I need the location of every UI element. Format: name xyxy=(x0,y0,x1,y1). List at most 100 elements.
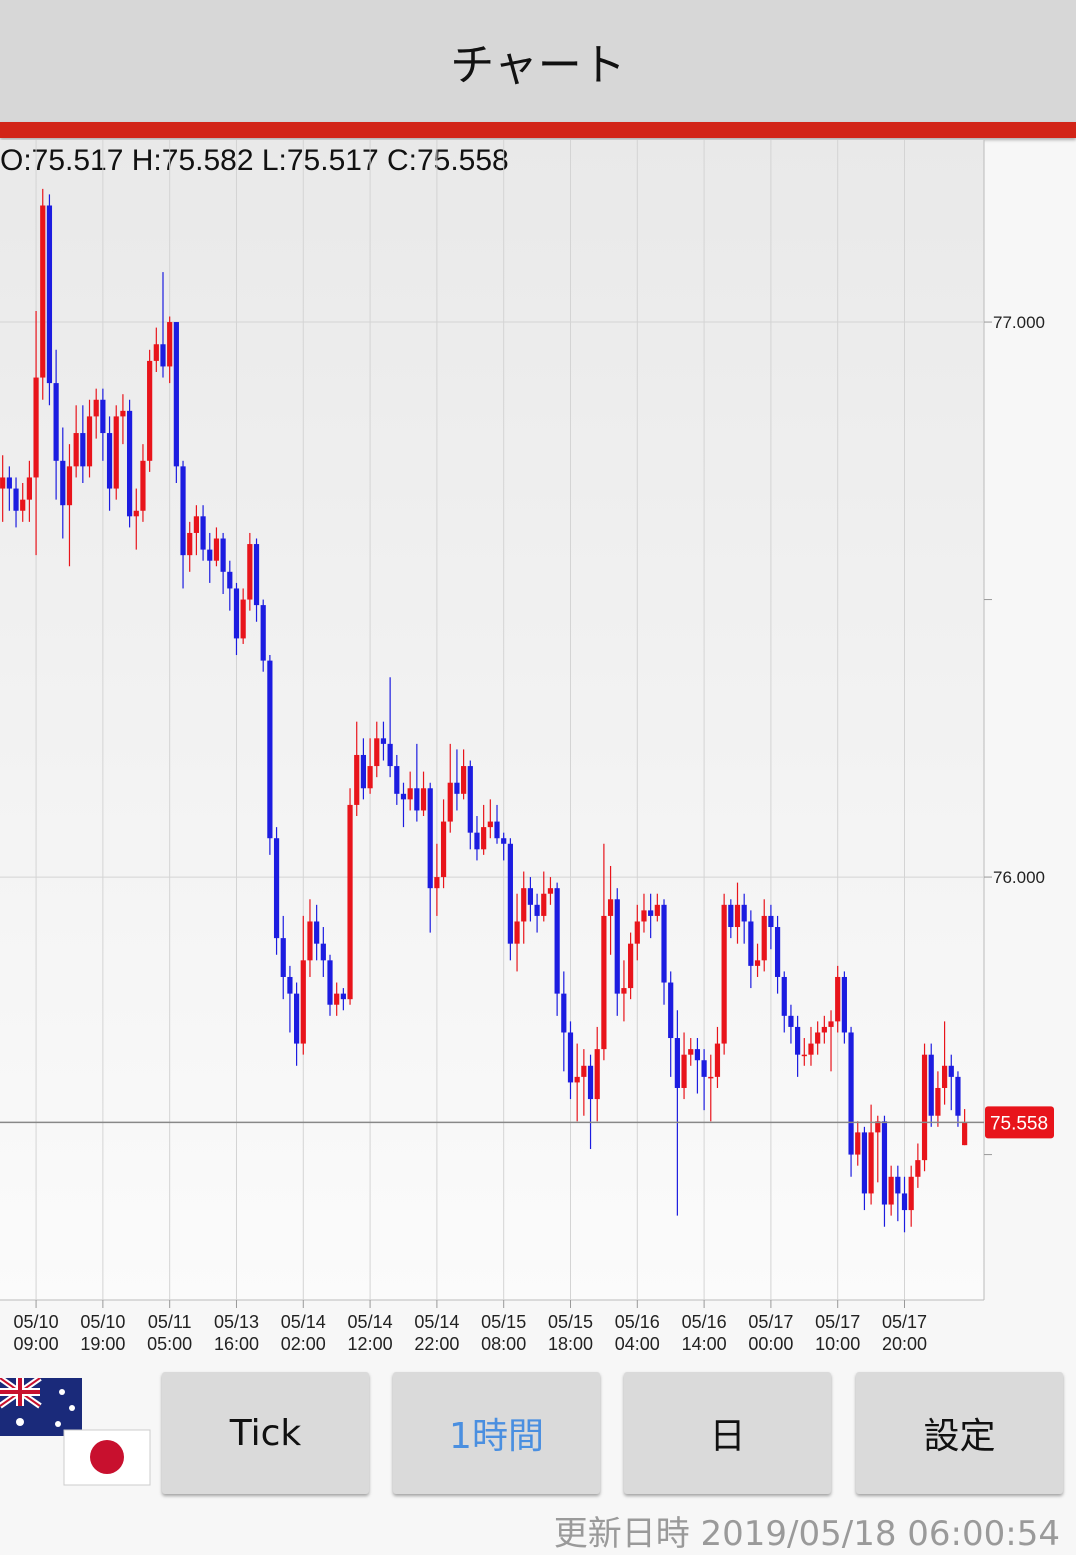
app-title: チャート xyxy=(0,0,1076,122)
candle-body xyxy=(86,416,93,467)
candle-body xyxy=(13,488,19,511)
candle-body xyxy=(694,1049,701,1061)
y-tick-label: 77.000 xyxy=(993,313,1045,332)
candle-body xyxy=(126,410,133,517)
candle-body xyxy=(821,1026,827,1033)
candle-body xyxy=(607,899,614,916)
candle-body xyxy=(594,1049,600,1100)
candle-body xyxy=(213,538,220,561)
candle-body xyxy=(935,1087,941,1116)
candle-body xyxy=(294,993,300,1044)
tab-button[interactable]: Tick xyxy=(162,1372,369,1494)
candle-body xyxy=(481,827,487,850)
candle-body xyxy=(547,888,554,894)
candle-body xyxy=(253,544,260,606)
candle-body xyxy=(387,743,393,767)
candle-body xyxy=(541,893,547,916)
candle-body xyxy=(734,904,741,928)
candle-body xyxy=(855,1132,861,1155)
x-tick-label: 05/14 12:00 xyxy=(347,1312,393,1354)
tab-button[interactable]: 1時間 xyxy=(393,1372,600,1494)
candle-body xyxy=(654,904,660,916)
candle-body xyxy=(461,766,467,794)
candle-body xyxy=(861,1132,868,1194)
candle-body xyxy=(561,993,567,1033)
candle-body xyxy=(688,1049,694,1055)
candle-body xyxy=(888,1176,894,1205)
candle-body xyxy=(106,433,113,489)
candle-body xyxy=(193,516,199,533)
candle-body xyxy=(400,793,407,800)
candle-body xyxy=(240,599,246,639)
candle-body xyxy=(73,433,79,467)
candle-body xyxy=(875,1121,881,1133)
candle-body xyxy=(60,460,66,506)
candle-body xyxy=(100,399,106,434)
candle-body xyxy=(440,821,447,878)
candle-body xyxy=(748,921,754,966)
tab-button[interactable]: 設定 xyxy=(856,1372,1063,1494)
candle-body xyxy=(367,766,373,789)
tab-button[interactable]: 日 xyxy=(624,1372,831,1494)
candle-body xyxy=(26,477,32,500)
candle-body xyxy=(66,466,73,506)
candle-body xyxy=(668,982,674,1039)
candle-body xyxy=(801,1054,807,1057)
candle-body xyxy=(207,549,213,561)
candle-body xyxy=(534,904,540,916)
candle-body xyxy=(768,915,774,928)
candle-body xyxy=(521,888,527,922)
candle-body xyxy=(360,754,367,789)
candle-body xyxy=(427,788,433,889)
candle-body xyxy=(247,544,253,600)
candle-body xyxy=(307,921,313,961)
candle-body xyxy=(641,910,647,922)
currency-flags xyxy=(0,1378,151,1486)
x-tick-label: 05/15 08:00 xyxy=(481,1312,527,1354)
candle-body xyxy=(267,660,273,839)
candle-body xyxy=(273,838,280,939)
candle-body xyxy=(380,738,387,744)
candle-body xyxy=(153,344,159,361)
candle-body xyxy=(374,738,380,767)
candle-body xyxy=(53,383,59,461)
candle-body xyxy=(260,605,266,661)
candle-body xyxy=(414,788,420,811)
candle-body xyxy=(287,976,293,994)
candle-body xyxy=(300,960,306,1044)
candle-body xyxy=(681,1054,687,1088)
candle-body xyxy=(614,899,620,994)
candle-body xyxy=(320,943,326,961)
candle-body xyxy=(581,1065,587,1077)
candle-body xyxy=(454,782,460,794)
candle-body xyxy=(474,832,480,850)
x-tick-label: 05/14 02:00 xyxy=(280,1312,326,1354)
candle-body xyxy=(487,821,493,828)
x-tick-label: 05/16 04:00 xyxy=(614,1312,660,1354)
candle-body xyxy=(587,1065,594,1100)
candle-body xyxy=(915,1160,921,1177)
candle-body xyxy=(674,1038,680,1088)
last-price-label: 75.558 xyxy=(990,1113,1048,1134)
candle-body xyxy=(574,1076,580,1083)
candle-body xyxy=(901,1193,908,1211)
y-tick-label: 76.000 xyxy=(993,868,1045,887)
candle-body xyxy=(420,788,427,811)
candle-body xyxy=(895,1176,901,1194)
candle-body xyxy=(721,904,727,1044)
candle-body xyxy=(708,1076,714,1079)
candle-body xyxy=(407,788,413,800)
candle-body xyxy=(167,322,173,367)
candle-body xyxy=(140,460,146,511)
candle-body xyxy=(514,921,520,944)
candle-body xyxy=(6,477,12,489)
plot-area xyxy=(0,140,984,1300)
candle-body xyxy=(447,782,453,822)
candle-body xyxy=(501,838,507,844)
x-tick-label: 05/17 00:00 xyxy=(748,1312,794,1354)
candle-body xyxy=(921,1054,928,1161)
candle-body xyxy=(754,960,761,966)
header-accent xyxy=(0,122,1076,138)
candle-body xyxy=(941,1065,948,1088)
